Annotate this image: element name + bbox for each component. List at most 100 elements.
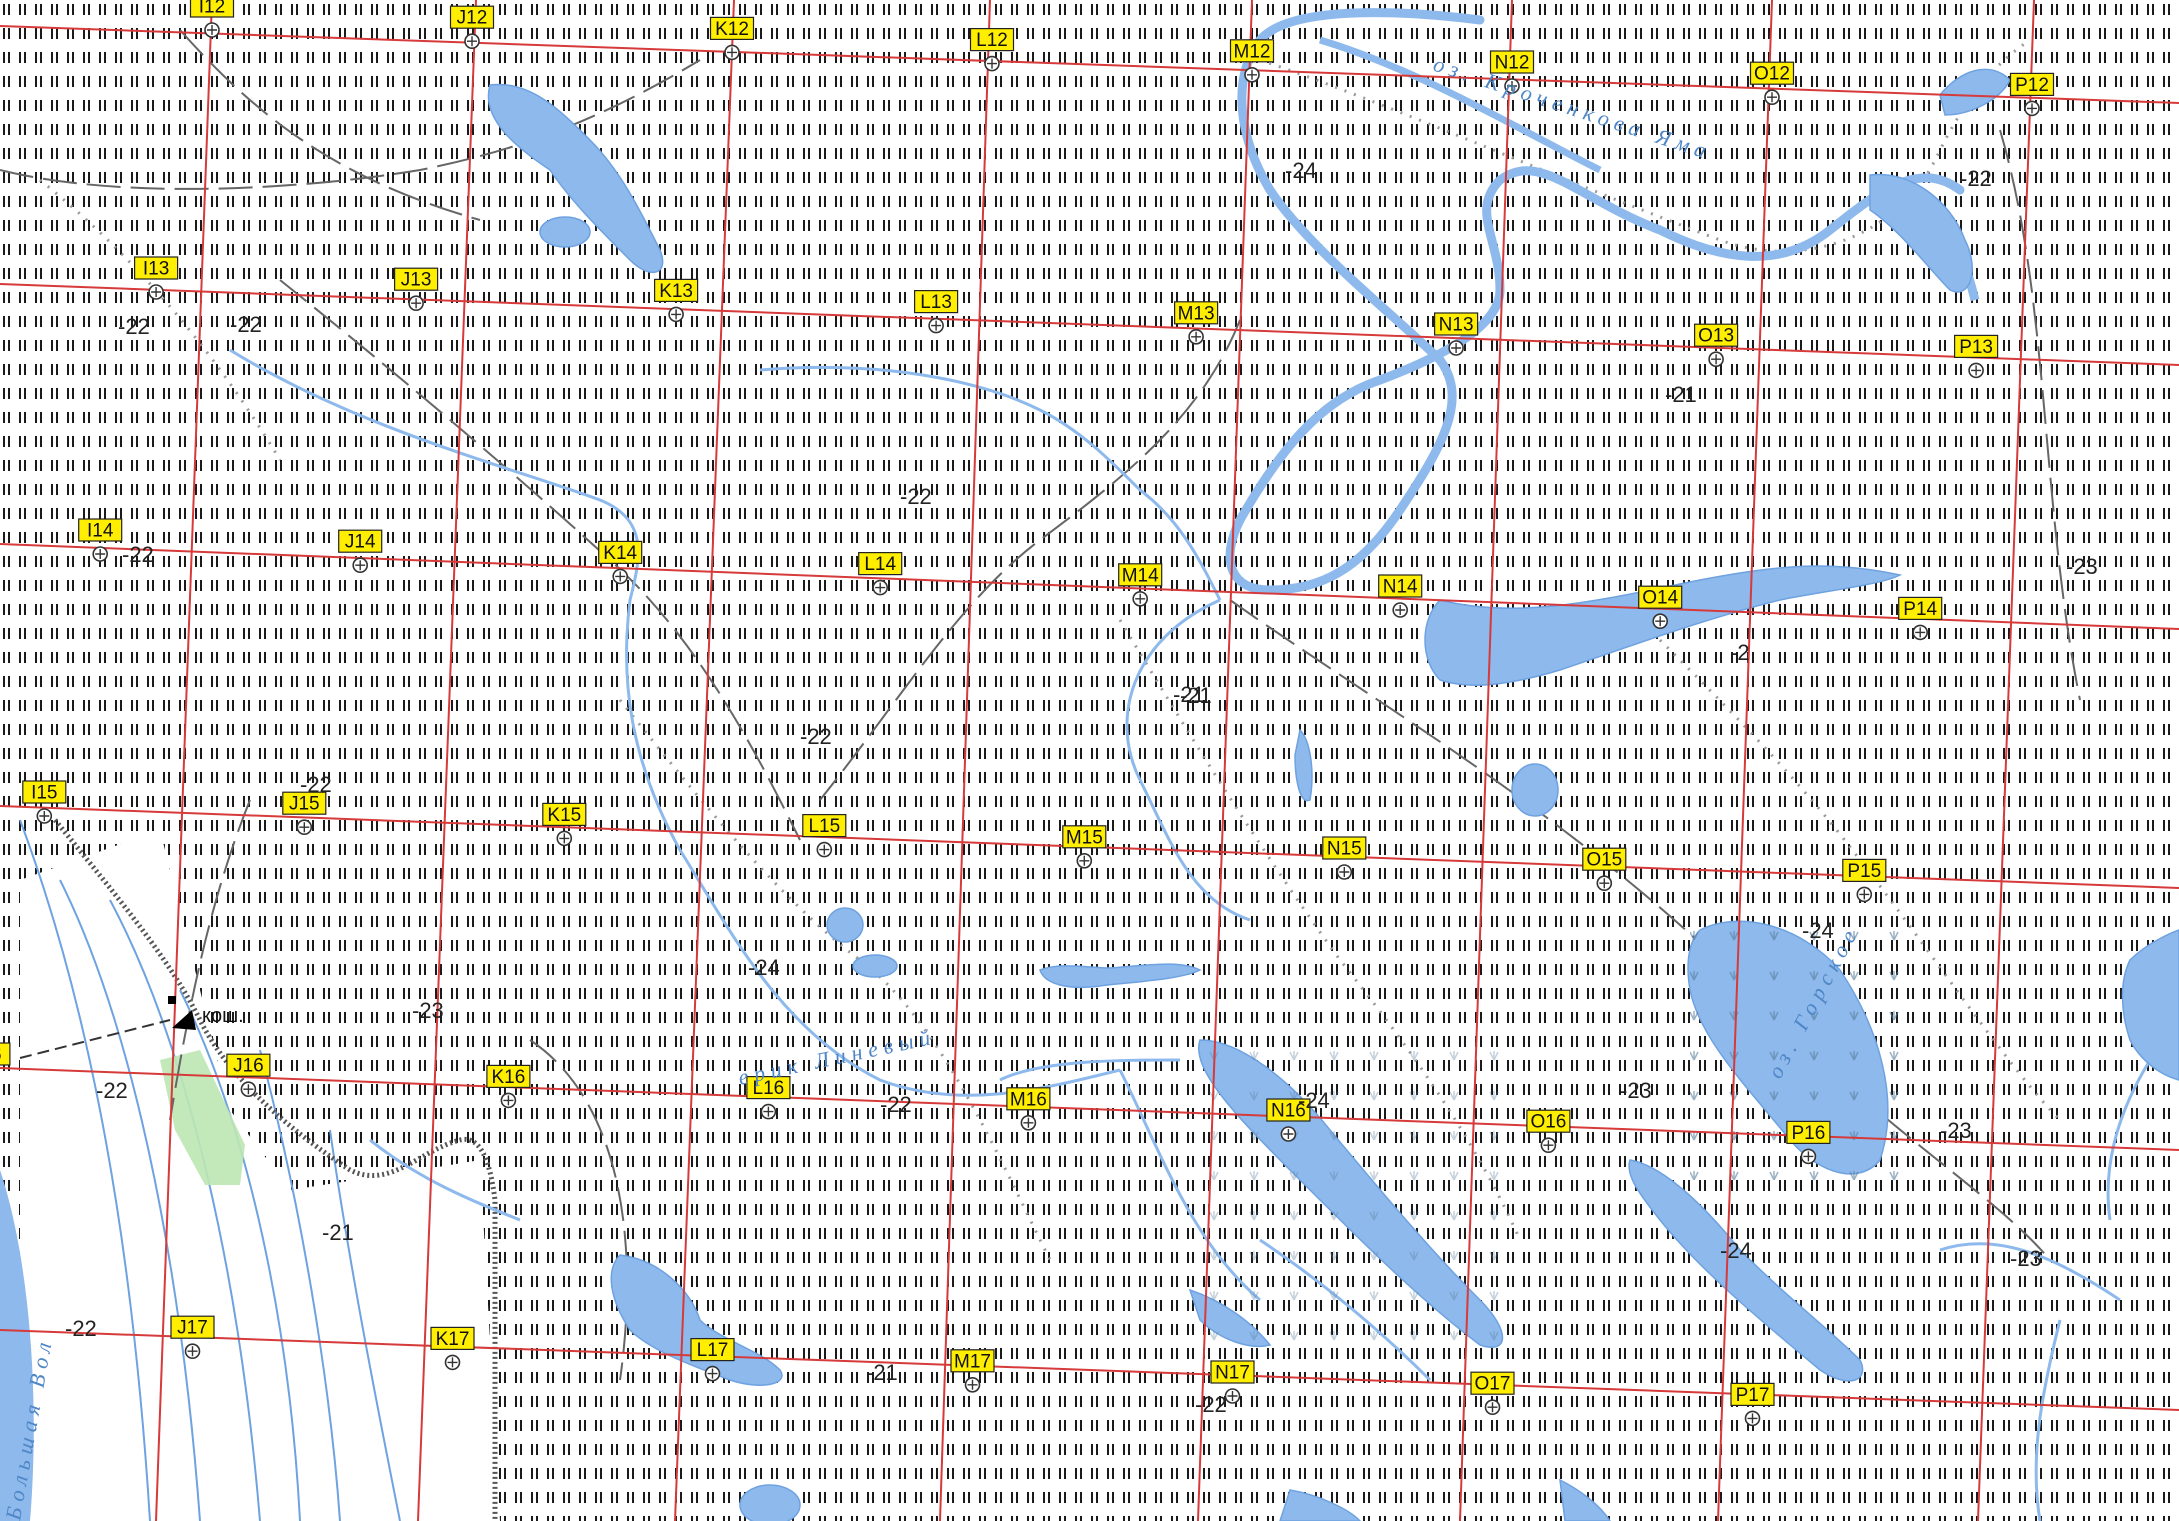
grid-label: O15 <box>1586 850 1622 871</box>
grid-point-J14[interactable]: J14 <box>338 529 383 574</box>
grid-point-N12[interactable]: N12 <box>1489 50 1535 94</box>
elevation-label: -22 <box>300 772 332 797</box>
elevation-label: -23 <box>1940 1118 1972 1143</box>
elevation-label: -21 <box>322 1220 354 1245</box>
grid-point-K15[interactable]: K15 <box>542 802 587 847</box>
elevation-label: -21 <box>1665 382 1697 407</box>
grid-point-crosshair <box>1247 69 1257 80</box>
grid-label-box <box>1693 323 1739 347</box>
dotted-paths <box>39 38 2062 1261</box>
grid-point-O12[interactable]: O12 <box>1749 61 1795 105</box>
grid-point-crosshair <box>1711 354 1722 365</box>
grid-point-J16[interactable]: J16 <box>226 1053 271 1097</box>
grid-label-box <box>1433 312 1479 336</box>
elevation-label: -22 <box>230 312 262 337</box>
grid-point-I13[interactable]: I13 <box>134 256 179 300</box>
elevation-label: -22 <box>65 1316 97 1341</box>
grid-point-P16[interactable]: P16 <box>1786 1120 1831 1165</box>
grid-label: K14 <box>603 543 637 564</box>
grid-point-L17[interactable]: L17 <box>690 1337 735 1382</box>
grid-point-L15[interactable]: L15 <box>802 813 847 858</box>
grid-point-L12[interactable]: L12 <box>969 28 1015 72</box>
grid-label: P13 <box>1959 337 1993 358</box>
grid-point-K13[interactable]: K13 <box>653 278 699 323</box>
grid-point-N15[interactable]: N15 <box>1322 836 1367 880</box>
grid-point-J17[interactable]: J17 <box>170 1315 215 1359</box>
elevation-label: -22 <box>118 314 150 339</box>
grid-point-L16[interactable]: L16 <box>746 1075 791 1120</box>
grid-point-crosshair <box>1135 593 1146 604</box>
elevation-label: -23 <box>1620 1078 1652 1103</box>
grid-label-box <box>1898 596 1943 621</box>
grid-point-N16[interactable]: N16 <box>1266 1098 1311 1142</box>
elevation-label: -21 <box>1173 682 1205 707</box>
grid-point-crosshair <box>1451 343 1462 353</box>
grid-label-box <box>1322 836 1367 860</box>
grid-point-L13[interactable]: L13 <box>913 290 959 334</box>
grid-point-P13[interactable]: P13 <box>1953 334 1999 379</box>
grid-point-N14[interactable]: N14 <box>1378 574 1423 618</box>
grid-label-box <box>430 1326 475 1351</box>
grid-point-P14[interactable]: P14 <box>1898 596 1943 641</box>
grid-point-J15[interactable]: J15 <box>282 791 327 836</box>
grid-point-O15[interactable]: O15 <box>1582 847 1627 892</box>
elevation-label: -24 <box>748 955 780 980</box>
grid-point-N17[interactable]: N17 <box>1210 1360 1255 1404</box>
grid-point-L14[interactable]: L14 <box>858 551 903 596</box>
grid-label-box <box>78 518 123 542</box>
reed-overlay-2 <box>1200 1040 1500 1350</box>
grid-point-M14[interactable]: M14 <box>1118 563 1163 607</box>
grid-point-N13[interactable]: N13 <box>1433 312 1479 356</box>
river-loop-inner <box>1318 36 1602 174</box>
grid-label-box <box>653 278 699 302</box>
grid-label: P17 <box>1736 1385 1770 1406</box>
grid-point-M13[interactable]: M13 <box>1173 301 1219 345</box>
dry-land-area <box>20 830 500 1521</box>
elevation-label: -22 <box>122 542 154 567</box>
grid-point-O13[interactable]: O13 <box>1693 323 1739 368</box>
grid-label-box <box>1953 334 1999 358</box>
grid-point-O14[interactable]: O14 <box>1638 585 1683 630</box>
grid-label: L14 <box>864 554 896 575</box>
grid-point-J13[interactable]: J13 <box>394 267 439 312</box>
grid-point-M17[interactable]: M17 <box>950 1349 995 1393</box>
grid-label-box <box>1118 563 1163 587</box>
grid-point-O17[interactable]: O17 <box>1470 1371 1515 1415</box>
grid-point-P12[interactable]: P12 <box>2009 72 2055 117</box>
grid-point-O16[interactable]: O16 <box>1526 1109 1571 1153</box>
grid-point-K14[interactable]: K14 <box>598 540 643 585</box>
grid-point-K12[interactable]: K12 <box>709 16 755 61</box>
grid-point-J12[interactable]: J12 <box>449 5 495 50</box>
grid-point-I16[interactable]: I16 <box>0 1042 11 1085</box>
river-loop <box>1225 8 1965 595</box>
grid-label-box <box>598 540 643 565</box>
grid-point-crosshair <box>1079 855 1090 866</box>
elevation-label: -23 <box>2066 554 2098 579</box>
grid-label: N13 <box>1439 315 1474 336</box>
grid-point-M16[interactable]: M16 <box>1006 1087 1051 1131</box>
grid-label: N16 <box>1271 1101 1306 1122</box>
grid-point-K17[interactable]: K17 <box>430 1326 475 1371</box>
grid-point-crosshair <box>819 844 830 855</box>
grid-point-P17[interactable]: P17 <box>1730 1382 1775 1427</box>
grid-point-P15[interactable]: P15 <box>1842 858 1887 903</box>
grid-point-I15[interactable]: I15 <box>22 780 67 824</box>
grid-point-I12[interactable]: I12 <box>189 0 235 38</box>
grid-point-crosshair <box>1487 1402 1498 1413</box>
grid-label-box <box>0 1042 11 1066</box>
grid-point-M12[interactable]: M12 <box>1229 39 1275 83</box>
grid-label: O16 <box>1530 1112 1566 1133</box>
grid-label-box <box>858 551 903 576</box>
place-label: кош. <box>202 1005 244 1027</box>
grid-point-crosshair <box>1971 365 1982 376</box>
elevation-label: -2 <box>1730 640 1750 665</box>
grid-label: I15 <box>31 783 57 804</box>
elevation-label: -21 <box>866 1360 898 1385</box>
grid-point-I14[interactable]: I14 <box>78 518 123 562</box>
grid-point-crosshair <box>1507 81 1517 91</box>
grid-point-M15[interactable]: M15 <box>1062 825 1107 869</box>
grid-label: P14 <box>1903 599 1937 620</box>
grid-label-box <box>1749 61 1795 85</box>
grid-point-K16[interactable]: K16 <box>486 1064 531 1109</box>
